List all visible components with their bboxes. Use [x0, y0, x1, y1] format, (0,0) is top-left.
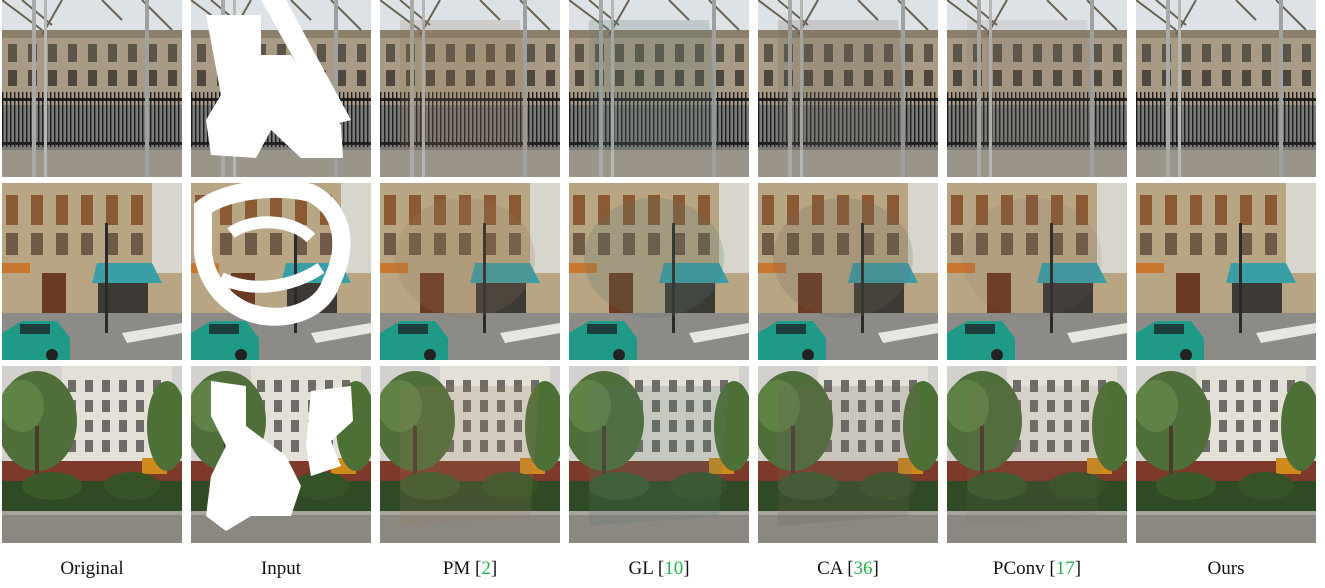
- column-label-pm: PM [2]: [442, 558, 498, 579]
- column-label-original: Original: [2, 555, 182, 583]
- column-label-text: Input: [260, 558, 302, 579]
- image-row-building-fence-col-7: [1136, 0, 1316, 177]
- column-label-text: GL: [628, 558, 654, 579]
- image-row-trees-facade-col-2: [191, 366, 371, 543]
- image-row-street-corner-col-3: [380, 183, 560, 360]
- image-row-street-corner-col-1: [2, 183, 182, 360]
- citation-link[interactable]: 17: [1055, 558, 1075, 579]
- image-row-building-fence-col-6: [947, 0, 1127, 177]
- image-row-building-fence-col-3: [380, 0, 560, 177]
- column-label-ours: Ours: [1136, 555, 1316, 583]
- image-row-trees-facade-col-6: [947, 366, 1127, 543]
- column-label-text: CA: [817, 558, 843, 579]
- column-label-text: PM: [442, 558, 471, 579]
- image-row-street-corner-col-4: [569, 183, 749, 360]
- image-row-trees-facade-col-4: [569, 366, 749, 543]
- image-row-trees-facade-col-7: [1136, 366, 1316, 543]
- image-row-trees-facade-col-3: [380, 366, 560, 543]
- image-row-trees-facade-col-5: [758, 366, 938, 543]
- figure-grid: [2, 0, 1323, 543]
- image-row-building-fence-col-4: [569, 0, 749, 177]
- column-label-pconv: PConv [17]: [992, 558, 1082, 579]
- column-label-text: PConv: [992, 558, 1045, 579]
- column-label-text: Ours: [1207, 558, 1245, 579]
- image-row-street-corner-col-5: [758, 183, 938, 360]
- citation-link[interactable]: 10: [664, 558, 684, 579]
- column-labels: Original Input PM [2] GL [10] CA [36] PConv […: [2, 555, 1323, 585]
- image-row-street-corner-col-2: [191, 183, 371, 360]
- column-label-text: Original: [60, 558, 124, 579]
- image-row-street-corner-col-7: [1136, 183, 1316, 360]
- column-label-ca: CA [36]: [817, 558, 879, 579]
- column-label-gl: GL [10]: [628, 558, 690, 579]
- image-row-trees-facade-col-1: [2, 366, 182, 543]
- image-row-building-fence-col-2: [191, 0, 371, 177]
- image-row-street-corner-col-6: [947, 183, 1127, 360]
- image-row-building-fence-col-5: [758, 0, 938, 177]
- image-row-building-fence-col-1: [2, 0, 182, 177]
- citation-link[interactable]: 2: [481, 558, 491, 579]
- column-label-input: Input: [191, 555, 371, 583]
- citation-link[interactable]: 36: [853, 558, 873, 579]
